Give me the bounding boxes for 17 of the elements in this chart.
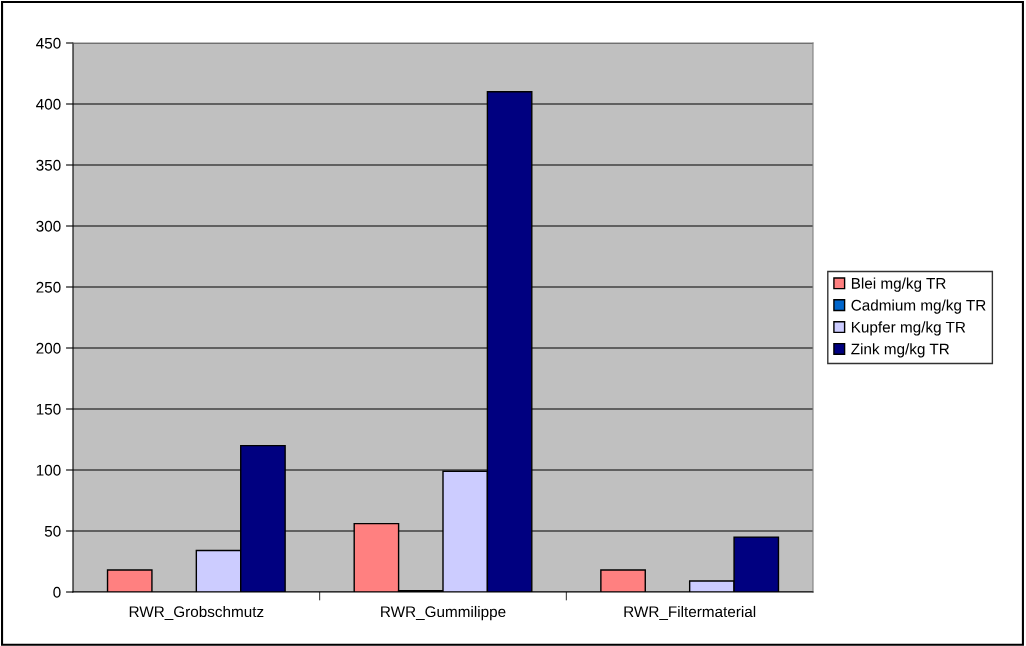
y-tick-label: 300 [36, 220, 61, 232]
legend-label: Kupfer mg/kg TR [851, 321, 966, 336]
legend-label: Blei mg/kg TR [851, 277, 946, 292]
y-tick-label: 250 [36, 281, 61, 293]
x-tick-label: RWR_Grobschmutz [129, 605, 264, 620]
y-tick-label: 100 [36, 464, 61, 476]
y-tick-label: 400 [36, 98, 61, 110]
x-tick-label: RWR_Gummilippe [381, 605, 506, 621]
y-tick-label: 50 [44, 525, 61, 537]
y-tick-label: 150 [36, 403, 61, 415]
legend-label: Zink mg/kg TR [851, 343, 950, 358]
legend-label: Cadmium mg/kg TR [851, 299, 986, 314]
x-tick-label: RWR_Filtermaterial [624, 605, 756, 620]
y-tick-label: 200 [36, 342, 61, 354]
y-tick-label: 350 [36, 159, 61, 171]
y-tick-label: 0 [53, 586, 61, 598]
y-tick-label: 450 [36, 37, 61, 49]
